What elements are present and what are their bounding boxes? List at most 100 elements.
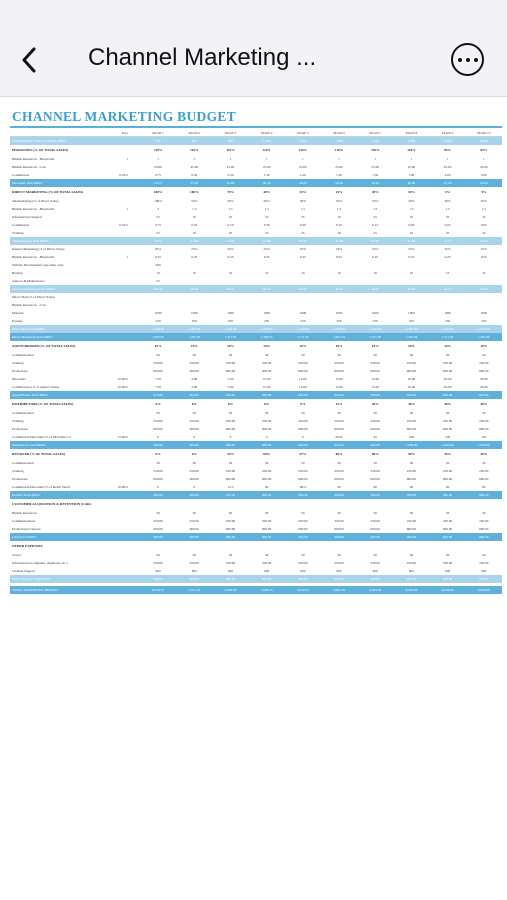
- table-cell: 1000: [444, 311, 451, 315]
- table-cell: 500: [155, 263, 161, 267]
- table-cell: 25%: [299, 247, 306, 251]
- table-cell: 10: [482, 271, 486, 275]
- table-cell: 1000: [480, 311, 488, 315]
- table-cell: 21.80: [262, 239, 271, 243]
- table-cell: 600.00: [334, 369, 344, 373]
- table-cell: 250.00: [153, 519, 163, 523]
- table-row: Communications 250.00 250.00 250.00 250.00 25…: [10, 517, 502, 525]
- table-cell: 0%: [264, 402, 270, 406]
- table-cell: 50: [337, 353, 341, 357]
- table-cell: 50%: [191, 199, 198, 203]
- table-row: Human Resources - Cost 25.00 25.00 25.00 25.…: [10, 163, 502, 171]
- row-label: Human Resources - Cost: [12, 165, 46, 169]
- table-cell: 600.00: [334, 427, 344, 431]
- table-cell: 600.00: [406, 427, 417, 431]
- row-label: CAR Total $000's: [12, 535, 37, 539]
- table-cell: 0.10: [191, 223, 198, 227]
- table-cell: 21.59: [407, 239, 416, 243]
- table-cell: 50: [228, 511, 233, 515]
- row-label: Communications: [12, 519, 36, 523]
- row-label: DISTRIBUTORS (% OF TOTAL SALES): [12, 402, 74, 406]
- table-cell: 10%: [408, 344, 415, 348]
- table-cell: 50: [482, 511, 486, 515]
- table-cell: 5.00: [227, 377, 234, 381]
- table-cell: 50: [337, 411, 341, 415]
- table-cell: 50: [264, 411, 269, 415]
- table-cell: 2.00: [191, 377, 198, 381]
- table-cell: 1,008.00: [405, 443, 418, 447]
- row-label: RETAILER (% OF TOTAL SALES): [12, 452, 66, 456]
- table-cell: 20.00: [479, 377, 488, 381]
- table-cell: 250.00: [189, 561, 199, 565]
- table-cell: 250.00: [479, 519, 489, 523]
- table-cell: 600: [481, 569, 487, 573]
- table-cell: 600: [372, 569, 378, 573]
- table-cell: 50: [445, 461, 450, 465]
- table-cell: 10: [409, 271, 414, 275]
- table-cell: 1,020.00: [477, 443, 490, 447]
- table-cell: 250.00: [334, 469, 344, 473]
- table-cell: 1,250.00: [296, 327, 309, 331]
- table-cell: 0.25: [480, 255, 487, 259]
- table-cell: 5,811.05: [188, 588, 201, 592]
- table-cell: 600.00: [261, 427, 272, 431]
- table-row: Travel 50 50 50 50 50 50 50 50 50 50: [10, 551, 502, 559]
- table-cell: 250.00: [406, 361, 417, 365]
- table-cell: 40%: [263, 190, 271, 194]
- table-cell: 10: [301, 271, 305, 275]
- row-label: Training: [12, 419, 24, 423]
- table-cell: 50: [445, 511, 450, 515]
- table-cell: 10.25: [190, 287, 199, 291]
- table-cell: 250.00: [225, 561, 236, 565]
- section-row: RETAILER (% OF TOTAL SALES) 0% 0% 25% 60% 67%…: [10, 449, 502, 459]
- table-cell: 10: [264, 271, 269, 275]
- table-cell: 1000: [371, 311, 379, 315]
- table-cell: 2.00: [191, 385, 198, 389]
- header-month: Month 3: [224, 130, 237, 135]
- table-cell: 1.5: [445, 207, 450, 211]
- table-cell: 250.00: [189, 361, 199, 365]
- table-cell: 600.00: [298, 477, 308, 481]
- table-cell: 960.00: [479, 493, 489, 497]
- table-cell: 250.00: [189, 469, 199, 473]
- table-cell: 1,200: [262, 139, 271, 143]
- table-cell: 250.00: [442, 361, 453, 365]
- table-cell: 940.00: [479, 393, 489, 397]
- row-label: Discounts: [12, 377, 26, 381]
- row-rate: 10.00%: [117, 485, 128, 489]
- table-cell: 110%: [334, 148, 344, 152]
- document-preview[interactable]: CHANNEL MARKETING BUDGET Rate Month 1 Mo…: [0, 97, 507, 900]
- table-cell: 1,300: [335, 139, 343, 143]
- table-cell: 1: [482, 157, 485, 161]
- table-cell: 25.00: [154, 165, 162, 169]
- table-row: Infrastructure (computer, telephone, etc…: [10, 559, 502, 567]
- more-options-button[interactable]: [451, 43, 484, 76]
- table-cell: 0%: [191, 452, 197, 456]
- table-cell: 6,058.80: [441, 588, 454, 592]
- table-row: Training 250.00 250.00 250.00 250.00 250.00 25…: [10, 417, 502, 425]
- table-cell: 26.20: [262, 181, 271, 185]
- table-cell: 600.00: [370, 427, 380, 431]
- table-cell: 26.50: [371, 181, 380, 185]
- table-cell: 1000: [299, 311, 307, 315]
- table-cell: 990.00: [261, 493, 272, 497]
- table-cell: 50: [264, 461, 269, 465]
- table-cell: 600.00: [189, 477, 199, 481]
- table-cell: 25.00: [443, 165, 452, 169]
- table-cell: 2,000: [479, 139, 488, 143]
- table-cell: 1.30: [263, 173, 270, 177]
- table-cell: 1.5: [300, 207, 305, 211]
- table-cell: 600: [336, 569, 342, 573]
- table-cell: 1.80: [408, 173, 415, 177]
- table-cell: 915.00: [153, 393, 163, 397]
- table-cell: 12.5: [227, 485, 234, 489]
- table-cell: 1: [338, 157, 340, 161]
- table-cell: 30%: [480, 452, 488, 456]
- table-cell: 1000: [408, 311, 415, 315]
- back-button[interactable]: [14, 42, 44, 78]
- total-row: CAR Total $000's 900.00 900.00 900.00 900.00…: [10, 533, 502, 541]
- table-cell: 1: [410, 157, 413, 161]
- table-cell: 50: [373, 353, 377, 357]
- table-cell: 932.00: [406, 393, 417, 397]
- row-label: Other Expenses Total $000's: [12, 577, 51, 581]
